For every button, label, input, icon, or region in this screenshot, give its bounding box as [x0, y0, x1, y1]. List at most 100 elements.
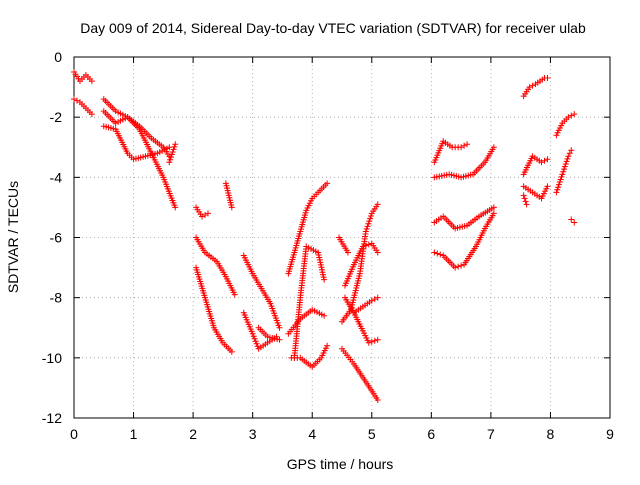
data-series: [431, 138, 471, 166]
data-point-marker: [521, 195, 528, 202]
data-point-marker: [458, 144, 465, 151]
plot-frame: [73, 56, 611, 419]
x-tick-label: 7: [487, 426, 495, 442]
data-point-marker: [231, 291, 238, 298]
data-point-marker: [363, 225, 370, 232]
data-series: [255, 324, 283, 343]
data-point-marker: [365, 241, 372, 248]
data-point-marker: [276, 336, 283, 343]
data-point-marker: [464, 141, 471, 148]
data-point-marker: [455, 263, 462, 270]
x-tick-label: 0: [70, 426, 78, 442]
data-point-marker: [170, 146, 177, 153]
data-point-marker: [172, 204, 179, 211]
data-point-marker: [171, 143, 178, 150]
data-point-marker: [555, 184, 562, 191]
data-point-marker: [555, 181, 562, 188]
data-point-marker: [73, 97, 80, 104]
data-series: [240, 252, 283, 331]
data-point-marker: [434, 250, 441, 257]
data-point-marker: [252, 338, 259, 345]
data-point-marker: [371, 296, 378, 303]
tick-layer: 0 1 2 3 4 5 6 7 8 9 0 -2 -4 -6 -8 -10 -12: [42, 49, 614, 442]
data-series: [240, 309, 280, 352]
data-point-marker: [490, 210, 497, 217]
y-tick-label: -6: [50, 230, 63, 246]
x-tick-label: 1: [130, 426, 138, 442]
data-point-marker: [166, 159, 173, 166]
data-series: [71, 96, 95, 118]
y-tick-label: -12: [42, 410, 62, 426]
data-point-marker: [364, 223, 371, 230]
data-series: [222, 180, 235, 211]
data-point-marker: [544, 75, 551, 82]
data-series: [339, 345, 381, 403]
data-series: [350, 309, 381, 346]
data-point-marker: [374, 201, 381, 208]
data-point-marker: [563, 158, 570, 165]
data-series: [341, 294, 381, 316]
data-point-marker: [431, 249, 438, 256]
data-point-marker: [522, 198, 529, 205]
data-series: [520, 192, 530, 208]
data-series: [193, 204, 211, 220]
data-point-marker: [571, 219, 578, 226]
data-series: [520, 153, 551, 178]
data-point-marker: [250, 333, 257, 340]
data-point-marker: [561, 163, 568, 170]
data-point-marker: [374, 294, 381, 301]
data-point-marker: [367, 213, 374, 220]
data-series: [285, 306, 328, 337]
data-point-marker: [172, 141, 179, 148]
data-point-marker: [251, 335, 258, 342]
data-point-marker: [544, 156, 551, 163]
x-tick-label: 9: [606, 426, 614, 442]
data-point-marker: [544, 183, 551, 190]
data-series: [193, 264, 235, 355]
data-point-marker: [374, 249, 381, 256]
data-series: [100, 108, 179, 211]
x-tick-label: 2: [189, 426, 197, 442]
x-tick-label: 6: [427, 426, 435, 442]
data-point-marker: [167, 156, 174, 163]
data-point-marker: [562, 161, 569, 168]
data-series: [431, 204, 497, 232]
data-point-marker: [202, 211, 209, 218]
data-point-marker: [71, 96, 77, 103]
data-point-marker: [529, 82, 536, 89]
data-point-marker: [368, 338, 375, 345]
data-point-marker: [557, 176, 564, 183]
data-point-marker: [253, 340, 260, 347]
data-point-marker: [366, 218, 373, 225]
data-point-marker: [568, 112, 575, 119]
data-point-marker: [365, 220, 372, 227]
data-point-marker: [541, 157, 548, 164]
data-point-marker: [554, 186, 561, 193]
data-point-marker: [458, 262, 465, 269]
data-series: [285, 180, 331, 277]
data-point-marker: [490, 144, 497, 151]
data-series: [71, 69, 95, 85]
y-tick-label: -10: [42, 350, 62, 366]
data-point-marker: [88, 111, 95, 118]
y-tick-label: -8: [50, 290, 63, 306]
data-point-marker: [523, 201, 530, 208]
data-point-marker: [371, 337, 378, 344]
data-point-marker: [166, 144, 173, 151]
data-point-marker: [365, 339, 372, 346]
mark-layer: [71, 69, 578, 403]
data-point-marker: [344, 249, 351, 256]
data-point-marker: [571, 111, 578, 118]
data-point-marker: [565, 153, 572, 160]
data-point-marker: [559, 171, 566, 178]
data-point-marker: [374, 396, 381, 403]
data-series: [291, 243, 328, 361]
data-point-marker: [276, 324, 283, 331]
data-point-marker: [452, 264, 459, 271]
data-series: [568, 216, 578, 226]
data-point-marker: [228, 348, 235, 355]
data-series: [431, 144, 497, 181]
data-point-marker: [520, 192, 527, 199]
